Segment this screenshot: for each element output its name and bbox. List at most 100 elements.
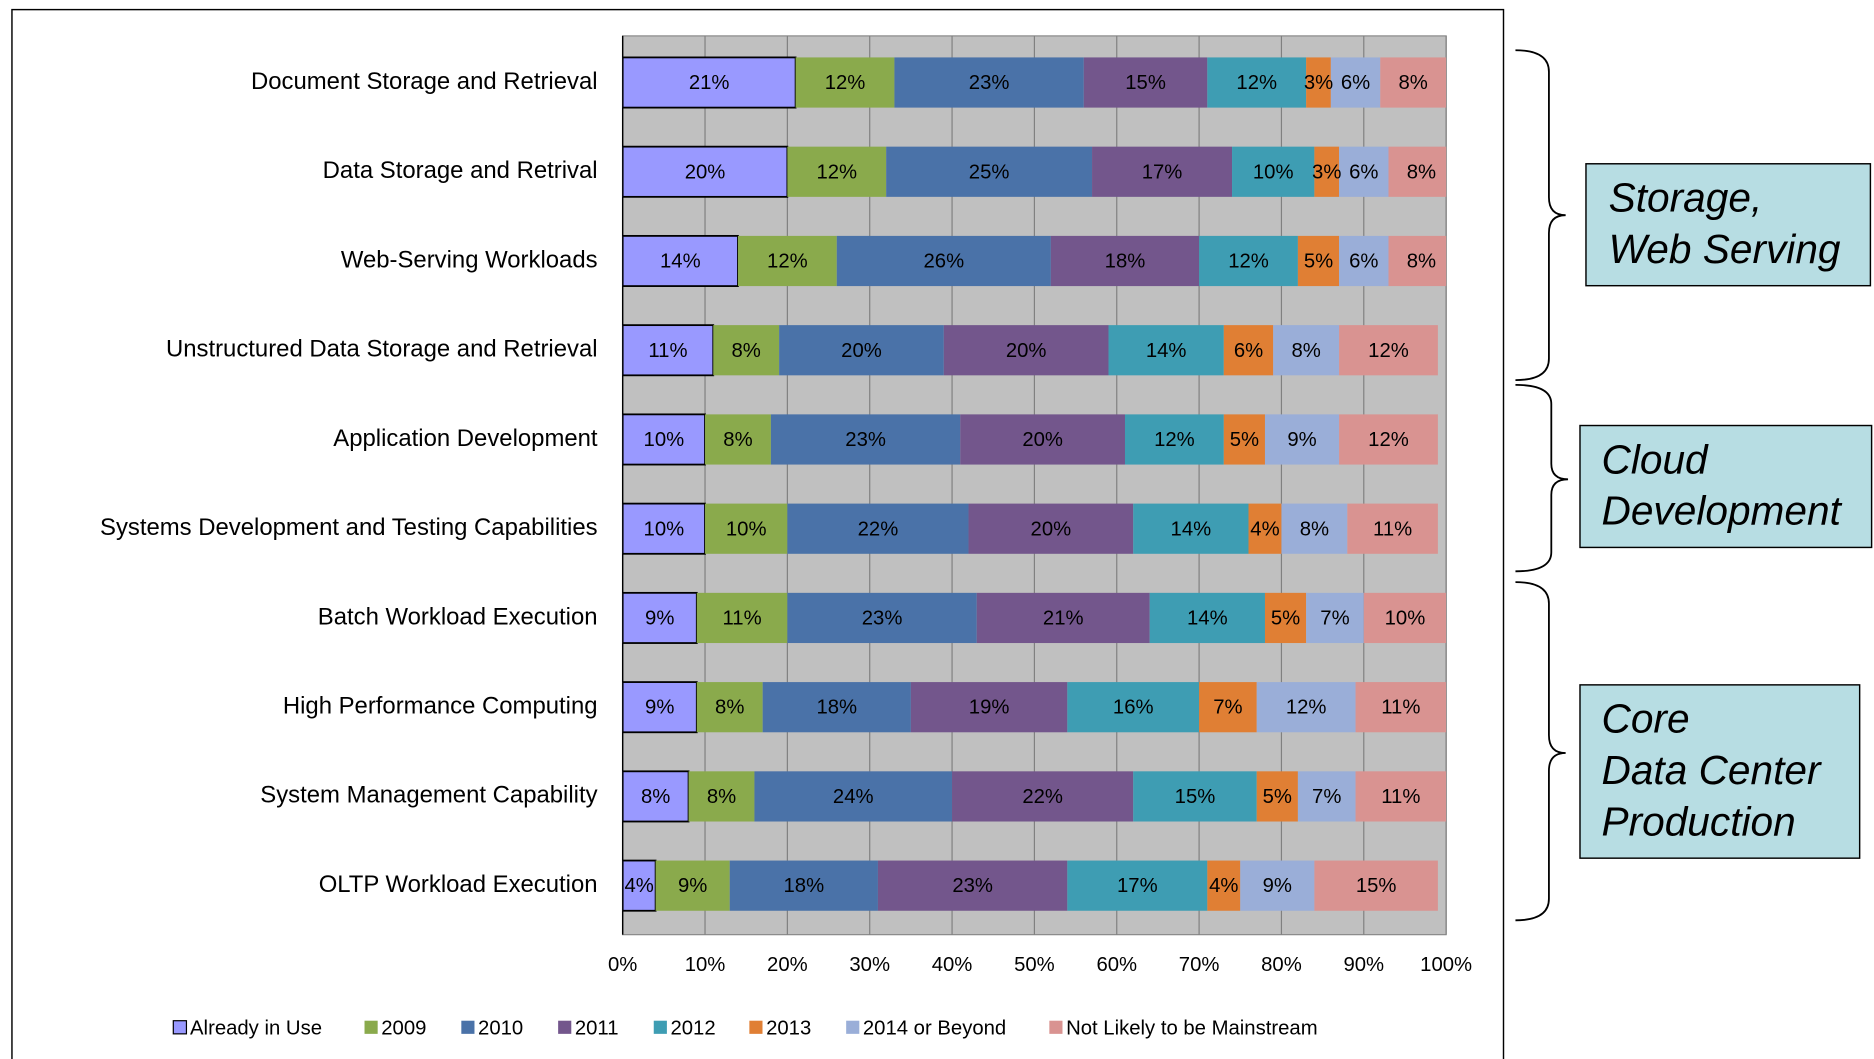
legend-label: Already in Use	[190, 1017, 322, 1039]
bar-segment	[1124, 414, 1224, 465]
value-label: 8%	[1300, 518, 1329, 540]
y-tick-label: Systems Development and Testing Capabili…	[100, 514, 598, 541]
brace	[1515, 581, 1566, 922]
group-box	[1585, 163, 1872, 287]
value-label: 11%	[1373, 518, 1412, 540]
value-label: 8%	[641, 786, 670, 808]
bars	[622, 56, 1447, 912]
bar-segment	[1067, 682, 1200, 733]
legend-label: 2009	[381, 1017, 426, 1039]
value-label: 10%	[726, 518, 767, 540]
y-tick-label: System Management Capability	[260, 782, 597, 809]
bar-segment	[1314, 860, 1438, 911]
bar-segment	[1133, 503, 1249, 554]
legend-label: 2014 or Beyond	[863, 1017, 1006, 1039]
bar-segment	[1083, 57, 1208, 108]
bar-segment	[737, 235, 837, 287]
value-label: 12%	[825, 72, 866, 94]
value-label: 14%	[1187, 607, 1228, 629]
x-tick-label: 100%	[1420, 954, 1472, 976]
y-tick-label: OLTP Workload Execution	[319, 871, 598, 898]
bar-segment	[1207, 860, 1241, 911]
bar-segment	[622, 56, 797, 109]
value-label: 7%	[1213, 697, 1242, 719]
bar-segment	[762, 682, 911, 733]
bar-segment	[1297, 771, 1356, 822]
bar-segment	[1355, 771, 1447, 822]
bar-segment	[1273, 325, 1340, 376]
x-tick-label: 60%	[1096, 954, 1137, 976]
value-label: 11%	[1381, 697, 1420, 719]
value-label: 9%	[1263, 875, 1292, 897]
bar-segment	[622, 591, 698, 644]
bar-segment	[622, 324, 715, 377]
x-tick-label: 90%	[1343, 954, 1384, 976]
bar-segment	[1223, 325, 1274, 376]
bar-segment	[960, 414, 1125, 465]
value-label: 6%	[1349, 161, 1378, 183]
bar-segment	[622, 859, 657, 912]
y-tick-label: Document Storage and Retrieval	[251, 68, 598, 95]
value-label: 6%	[1349, 251, 1378, 273]
value-label: 8%	[715, 697, 744, 719]
value-label: 23%	[845, 429, 886, 451]
bar-segment	[729, 860, 878, 911]
value-label: 26%	[924, 251, 965, 273]
value-label: 11%	[723, 607, 762, 629]
value-label: 21%	[1043, 607, 1084, 629]
bar-segment	[1149, 592, 1265, 644]
bar-segment	[1199, 235, 1298, 287]
value-label: 15%	[1356, 875, 1397, 897]
bar-segment	[1281, 503, 1348, 554]
value-label: 5%	[1263, 786, 1292, 808]
value-label: 6%	[1234, 340, 1263, 362]
legend-label: Not Likely to be Mainstream	[1066, 1017, 1318, 1039]
x-tick-label: 40%	[932, 954, 973, 976]
value-label: 12%	[767, 251, 808, 273]
value-label: 20%	[1031, 518, 1072, 540]
value-label: 5%	[1271, 607, 1300, 629]
value-label: 11%	[648, 340, 687, 362]
bar-segment	[836, 235, 1051, 287]
value-label: 12%	[1236, 72, 1277, 94]
bar-segment	[1363, 592, 1447, 644]
annotation: Storage,	[1609, 175, 1763, 221]
legend-swatch	[749, 1020, 763, 1034]
value-label: 4%	[1209, 875, 1238, 897]
bar-segment	[622, 234, 739, 287]
value-label: 18%	[1105, 251, 1146, 273]
value-label: 4%	[624, 875, 653, 897]
value-label: 14%	[1171, 518, 1212, 540]
value-label: 12%	[816, 161, 857, 183]
bar-segment	[1199, 682, 1257, 733]
bar-segment	[1388, 146, 1447, 197]
x-tick-label: 50%	[1014, 954, 1055, 976]
annotation: Production	[1602, 798, 1796, 844]
bar-segment	[1388, 235, 1447, 287]
group-box	[1579, 424, 1873, 549]
value-label: 23%	[952, 875, 993, 897]
value-label: 20%	[841, 340, 882, 362]
value-label: 10%	[644, 518, 685, 540]
value-label: 5%	[1230, 429, 1259, 451]
value-label: 8%	[707, 786, 736, 808]
value-label: 12%	[1368, 429, 1409, 451]
value-label: 4%	[1250, 518, 1279, 540]
bar-segment	[943, 325, 1109, 376]
group-box	[1579, 684, 1861, 859]
value-label: 8%	[732, 340, 761, 362]
x-tick-label: 70%	[1179, 954, 1220, 976]
value-label: 12%	[1368, 340, 1409, 362]
value-label: 8%	[723, 429, 752, 451]
bar-segment	[1330, 57, 1381, 108]
value-label: 24%	[833, 786, 874, 808]
value-label: 23%	[969, 72, 1010, 94]
value-label: 12%	[1286, 697, 1327, 719]
legend-swatch	[558, 1020, 572, 1034]
bar-segment	[713, 325, 780, 376]
bar-segment	[787, 146, 887, 197]
value-label: 20%	[1006, 340, 1047, 362]
bar-segment	[886, 146, 1093, 197]
bar-segment	[705, 503, 788, 554]
value-label: 9%	[678, 875, 707, 897]
